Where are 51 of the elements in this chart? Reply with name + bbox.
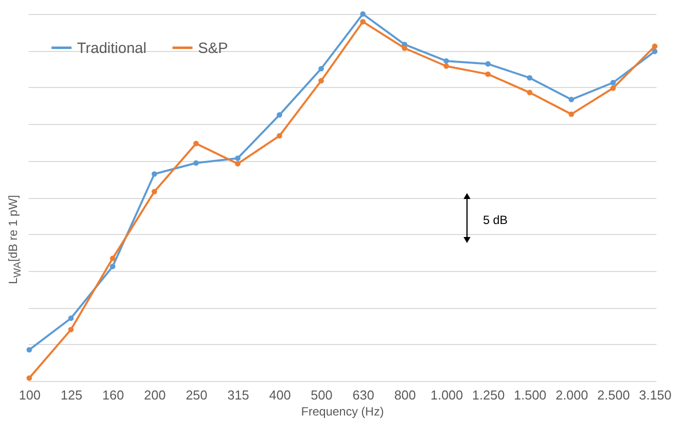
x-tick-label: 3.150: [638, 388, 672, 402]
x-tick-label: 125: [60, 388, 82, 402]
x-tick-label: 630: [352, 388, 374, 402]
point: [110, 256, 116, 262]
point: [652, 44, 658, 50]
point: [652, 48, 658, 54]
point: [276, 133, 282, 139]
point: [610, 80, 616, 86]
x-tick-label: 200: [144, 388, 166, 402]
point: [26, 375, 32, 381]
point: [485, 61, 491, 67]
legend-label: Traditional: [77, 40, 146, 57]
point: [318, 78, 324, 84]
point: [526, 90, 532, 96]
x-tick-label: 1.000: [430, 388, 464, 402]
point: [402, 45, 408, 51]
point: [568, 96, 574, 102]
point: [526, 75, 532, 81]
point: [152, 188, 158, 194]
x-tick-label: 1.500: [514, 388, 546, 402]
x-tick-label: 800: [394, 388, 416, 402]
point: [110, 264, 116, 270]
point: [26, 347, 32, 353]
point: [360, 11, 366, 17]
point: [360, 18, 366, 24]
legend-label: S&P: [198, 40, 228, 57]
annotation: 5 dB: [483, 213, 508, 227]
x-tick-label: 2.000: [556, 388, 588, 402]
point: [235, 155, 240, 161]
x-tick-label: 400: [269, 388, 291, 402]
point: [568, 111, 574, 117]
point: [610, 85, 616, 91]
x-tick-label: 160: [102, 388, 124, 402]
x-axis-title: Frequency (Hz): [301, 404, 384, 418]
x-tick-label: 100: [18, 388, 41, 402]
point: [235, 161, 240, 166]
x-tick-label: 1.250: [472, 388, 505, 402]
point: [68, 326, 74, 332]
point: [193, 160, 199, 166]
x-tick-label: 315: [227, 388, 250, 402]
point: [485, 71, 491, 77]
point: [444, 63, 449, 69]
x-tick-label: 500: [310, 388, 332, 402]
point: [444, 58, 449, 64]
point: [276, 112, 282, 118]
point: [152, 171, 158, 177]
x-tick-label: 250: [186, 388, 208, 402]
point: [318, 66, 324, 72]
point: [193, 140, 199, 146]
x-tick-label: 2.500: [597, 388, 630, 402]
point: [68, 316, 74, 321]
